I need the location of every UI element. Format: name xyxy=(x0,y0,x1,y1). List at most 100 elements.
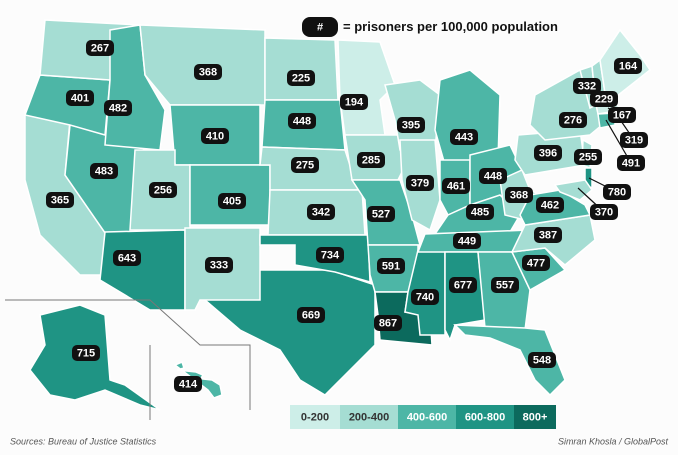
value-label: 557 xyxy=(496,279,514,291)
value-label: 548 xyxy=(533,354,551,366)
value-label: 395 xyxy=(402,119,420,131)
value-label: 333 xyxy=(210,259,228,271)
legend-swatch xyxy=(290,405,340,429)
value-pill xyxy=(573,78,601,94)
inset-frame xyxy=(5,299,251,410)
value-label: 740 xyxy=(416,291,434,303)
value-label: 462 xyxy=(541,199,559,211)
value-pill xyxy=(466,204,494,220)
value-pill xyxy=(442,178,470,194)
value-label: 477 xyxy=(527,257,545,269)
value-label: 194 xyxy=(345,96,364,108)
value-label: 365 xyxy=(51,194,69,206)
value-pill xyxy=(218,193,246,209)
value-pill xyxy=(620,132,648,148)
value-pill xyxy=(287,70,315,86)
value-pill xyxy=(357,152,385,168)
value-label: 461 xyxy=(447,180,465,192)
value-pill xyxy=(194,64,222,80)
legend-label: 600-800 xyxy=(465,411,505,423)
value-label: 285 xyxy=(362,154,380,166)
value-pill xyxy=(491,277,519,293)
legend-swatch xyxy=(340,405,398,429)
value-label: 255 xyxy=(579,151,597,163)
legend-swatch xyxy=(398,405,456,429)
value-pill xyxy=(453,233,481,249)
value-label: 483 xyxy=(95,165,113,177)
legend-swatch xyxy=(514,405,556,429)
value-label: 379 xyxy=(411,177,429,189)
value-pill xyxy=(614,58,642,74)
value-pill xyxy=(46,192,74,208)
value-pill xyxy=(450,129,478,145)
value-pill xyxy=(449,277,477,293)
value-pill xyxy=(522,255,550,271)
value-label: 780 xyxy=(608,186,626,198)
legend-swatch xyxy=(456,405,514,429)
value-pill xyxy=(205,257,233,273)
legend-key-symbol: # xyxy=(317,21,323,33)
value-pill xyxy=(90,163,118,179)
value-label: 669 xyxy=(302,309,320,321)
value-label: 275 xyxy=(296,159,314,171)
value-pill xyxy=(316,247,344,263)
value-pill xyxy=(340,94,368,110)
value-pill xyxy=(590,204,618,220)
value-label: 715 xyxy=(77,347,95,359)
value-label: 443 xyxy=(455,131,473,143)
value-label: 368 xyxy=(510,189,528,201)
value-label: 448 xyxy=(293,115,311,127)
value-pill xyxy=(374,315,402,331)
value-pill xyxy=(505,187,533,203)
value-pill xyxy=(617,155,645,171)
value-pill xyxy=(479,168,507,184)
legend-label: 400-600 xyxy=(407,411,447,423)
value-pill xyxy=(559,112,587,128)
value-label: 677 xyxy=(454,279,472,291)
value-pill xyxy=(367,206,395,222)
value-pill xyxy=(406,175,434,191)
value-label: 319 xyxy=(625,134,643,146)
value-pill xyxy=(574,149,602,165)
value-pill xyxy=(66,90,94,106)
value-label: 527 xyxy=(372,208,390,220)
value-label: 167 xyxy=(613,109,631,121)
value-label: 370 xyxy=(595,206,613,218)
legend-label: 200-400 xyxy=(349,411,389,423)
value-pill xyxy=(534,145,562,161)
value-label: 414 xyxy=(179,378,198,390)
value-pill xyxy=(291,157,319,173)
value-label: 734 xyxy=(321,249,340,261)
legend-label: 800+ xyxy=(523,411,548,423)
credit: Simran Khosla / GlobalPost xyxy=(558,436,669,446)
legend-key-pill xyxy=(302,17,338,37)
value-pill xyxy=(72,345,100,361)
legend-label: 0-200 xyxy=(301,411,329,423)
legend: 0-200 200-400 400-600 600-800 800+ xyxy=(290,405,556,429)
value-label: 448 xyxy=(484,170,502,182)
value-pill xyxy=(590,91,618,107)
value-label: 449 xyxy=(458,235,476,247)
state xyxy=(264,37,339,101)
value-pill xyxy=(536,197,564,213)
value-pill xyxy=(528,352,556,368)
value-label: 485 xyxy=(471,206,489,218)
value-pill xyxy=(608,107,636,123)
value-pill xyxy=(149,182,177,198)
value-label: 405 xyxy=(223,195,241,207)
value-label: 387 xyxy=(539,229,557,241)
value-label: 164 xyxy=(619,60,638,72)
value-pill xyxy=(174,376,202,392)
value-label: 332 xyxy=(578,80,596,92)
value-label: 482 xyxy=(109,102,127,114)
value-label: 342 xyxy=(312,206,330,218)
value-pill xyxy=(307,204,335,220)
value-label: 591 xyxy=(382,260,400,272)
state xyxy=(453,324,566,397)
legend-key-text: = prisoners per 100,000 population xyxy=(343,19,558,34)
value-label: 256 xyxy=(154,184,172,196)
value-pill xyxy=(534,227,562,243)
value-label: 229 xyxy=(595,93,613,105)
value-label: 401 xyxy=(71,92,89,104)
